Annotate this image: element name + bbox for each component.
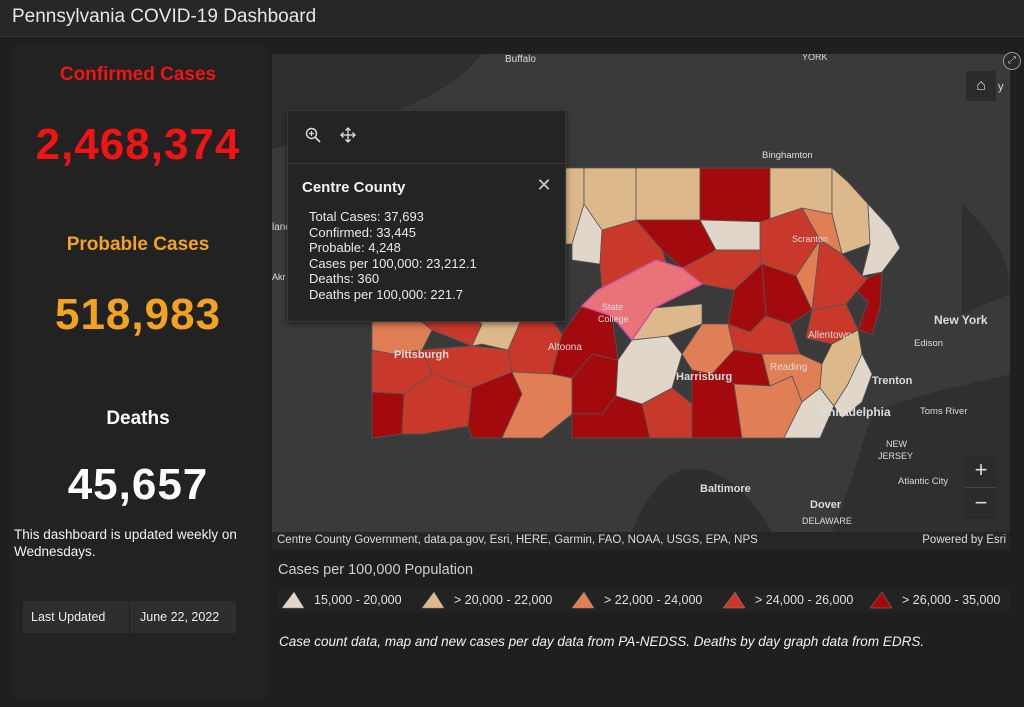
- attribution-sources: Centre County Government, data.pa.gov, E…: [277, 534, 758, 546]
- county-tioga[interactable]: [699, 167, 771, 223]
- map-label-reading: Reading: [770, 362, 807, 373]
- probable-cases-value: 518,983: [54, 290, 222, 339]
- map-label-buffalo: Buffalo: [505, 54, 536, 65]
- county-pike[interactable]: [811, 239, 869, 311]
- county-centre-selected[interactable]: [580, 259, 704, 342]
- update-note: This dashboard is updated weekly on Wedn…: [14, 527, 237, 559]
- map-label-scranton: Scranton: [792, 234, 828, 244]
- legend-label: > 22,000 - 24,000: [604, 593, 703, 607]
- legend-swatch: [571, 591, 595, 609]
- last-updated-box: Last Updated June 22, 2022: [23, 601, 236, 633]
- legend-swatch: [421, 591, 445, 609]
- county-popup: Centre County ✕ Total Cases: 37,693 Conf…: [287, 110, 566, 322]
- map-svg[interactable]: Buffalo YORK Binghamton New York Edison …: [272, 54, 1010, 532]
- legend-label: > 26,000 - 35,000: [902, 593, 1001, 607]
- legend-swatch: [281, 591, 305, 609]
- dashboard-title: Pennsylvania COVID-19 Dashboard: [12, 6, 317, 27]
- zoom-out-button[interactable]: −: [974, 490, 988, 515]
- popup-row-probable: Probable: 4,248: [309, 240, 401, 256]
- app-header: Pennsylvania COVID-19 Dashboard: [0, 0, 1024, 37]
- map-label-philadelphia: Philadelphia: [820, 405, 891, 419]
- legend-title: Cases per 100,000 Population: [278, 562, 474, 578]
- map-label-edison: Edison: [914, 338, 943, 349]
- last-updated-label: Last Updated: [31, 610, 106, 624]
- pan-move-icon[interactable]: [337, 127, 359, 149]
- zoom-in-button[interactable]: +: [974, 457, 988, 482]
- map-label-allentown: Allentown: [808, 330, 851, 341]
- zoom-controls: + −: [965, 455, 997, 519]
- county-warren[interactable]: [571, 203, 603, 265]
- map-label-new-york: New York: [934, 313, 988, 327]
- deaths-value: 45,657: [67, 460, 209, 509]
- legend-swatch: [722, 591, 746, 609]
- home-icon: ⌂: [976, 77, 986, 94]
- map-label-state-college-2: College: [598, 314, 629, 324]
- county-potter[interactable]: [635, 167, 701, 221]
- popup-toolbar: [288, 111, 565, 164]
- confirmed-cases-label: Confirmed Cases: [59, 64, 217, 85]
- zoom-divider: [965, 487, 997, 488]
- county-greene[interactable]: [371, 391, 405, 439]
- close-icon[interactable]: ✕: [536, 175, 552, 195]
- confirmed-cases-value: 2,468,374: [35, 120, 241, 169]
- deaths-label: Deaths: [106, 408, 170, 429]
- pa-counties[interactable]: [371, 167, 901, 439]
- map-label-delaware: DELAWARE: [802, 516, 852, 526]
- map-attribution: Centre County Government, data.pa.gov, E…: [272, 532, 1010, 550]
- county-philadelphia[interactable]: [833, 353, 873, 419]
- map-label-harrisburg: Harrisburg: [676, 371, 732, 383]
- map-label-york-state: YORK: [802, 54, 828, 62]
- map-legend: Cases per 100,000 Population 15,000 - 20…: [272, 556, 1010, 618]
- last-updated-value: June 22, 2022: [140, 610, 220, 624]
- home-button[interactable]: ⌂: [966, 71, 996, 101]
- map-label-trenton: Trenton: [872, 375, 913, 387]
- map-label-atlantic-city: Atlantic City: [898, 476, 948, 487]
- map-label-edge-partial: y: [998, 81, 1004, 93]
- map-label-state-college-1: State: [602, 302, 623, 312]
- map-label-binghamton: Binghamton: [762, 150, 813, 161]
- legend-label: > 20,000 - 22,000: [454, 593, 553, 607]
- probable-cases-label: Probable Cases: [66, 234, 210, 255]
- popup-rows: Total Cases: 37,693 Confirmed: 33,445 Pr…: [309, 209, 477, 303]
- popup-row-confirmed: Confirmed: 33,445: [309, 224, 416, 240]
- map-label-toms-river: Toms River: [920, 406, 968, 417]
- last-updated-divider: [129, 601, 130, 633]
- map-label-pittsburgh: Pittsburgh: [394, 349, 449, 361]
- map-label-baltimore: Baltimore: [700, 483, 751, 495]
- legend-label: 15,000 - 20,000: [314, 593, 402, 607]
- popup-row-deaths-per-100k: Deaths per 100,000: 221.7: [309, 286, 463, 302]
- popup-row-cases-per-100k: Cases per 100,000: 23,212.1: [309, 255, 477, 271]
- map-label-dover: Dover: [810, 499, 842, 511]
- popup-title: Centre County: [302, 179, 406, 196]
- popup-row-deaths: Deaths: 360: [309, 271, 380, 287]
- map-label-cleveland-partial: land: [272, 222, 291, 233]
- data-source-footnote: Case count data, map and new cases per d…: [279, 634, 925, 649]
- chesapeake-bay: [632, 468, 772, 532]
- map-label-altoona: Altoona: [548, 342, 582, 353]
- popup-row-total-cases: Total Cases: 37,693: [309, 209, 424, 224]
- powered-by-esri-link[interactable]: Powered by Esri: [922, 534, 1006, 546]
- map-label-new-jersey-1: NEW: [886, 439, 908, 449]
- legend-items: 15,000 - 20,000 > 20,000 - 22,000 > 22,0…: [278, 588, 1010, 612]
- legend-swatch: [869, 591, 893, 609]
- zoom-to-icon[interactable]: [302, 127, 324, 149]
- stats-panel: Confirmed Cases 2,468,374 Probable Cases…: [10, 46, 266, 698]
- legend-label: > 24,000 - 26,000: [755, 593, 854, 607]
- map-label-new-jersey-2: JERSEY: [878, 451, 913, 461]
- expand-icon[interactable]: ⤢: [1003, 52, 1021, 70]
- map-label-akron-partial: Akr: [272, 272, 286, 282]
- long-island-sound: [962, 204, 1010, 314]
